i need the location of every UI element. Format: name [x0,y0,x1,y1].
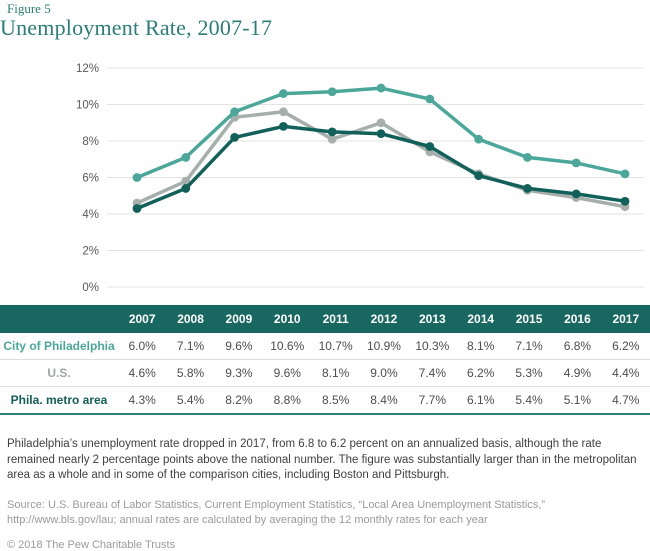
year-header: 2009 [214,305,264,333]
row-label: U.S. [0,359,118,387]
year-header: 2012 [359,305,409,333]
table-corner-cell [0,305,118,333]
y-axis-tick-label: 8% [82,136,99,148]
table-cell: 5.8% [166,359,215,387]
table-row: Phila. metro area 4.3% 5.4% 8.2% 8.8% 8.5% 8.4… [0,386,650,414]
year-header: 2010 [263,305,312,333]
data-point [132,173,142,182]
table-cell: 10.7% [318,339,353,353]
row-label: City of Philadelphia [3,339,115,353]
table-cell: 9.3% [214,359,264,387]
table-cell: 6.8% [563,339,592,353]
data-point [230,107,240,117]
data-point [376,83,386,93]
table-cell: 8.2% [214,386,264,414]
table-cell: 4.6% [118,359,167,387]
line-chart: 0% 2% 4% 6% 8% 10% 12% [0,54,650,302]
y-axis-tick-label: 0% [82,282,99,294]
page-title: Unemployment Rate, 2007-17 [0,15,273,40]
data-point [474,134,483,144]
year-header: 2007 [118,305,167,333]
data-point [571,158,581,168]
table-cell: 8.5% [311,386,360,414]
data-point [376,118,386,128]
data-point [523,153,532,162]
copyright-line: © 2018 The Pew Charitable Trusts [7,538,176,551]
table-cell: 8.8% [263,386,312,414]
data-point [327,87,337,97]
year-header: 2008 [166,305,215,333]
y-axis-tick-label: 12% [76,63,99,75]
y-axis-tick-label: 4% [82,209,99,221]
year-header: 2015 [504,305,554,333]
data-point [523,184,532,193]
table-cell: 6.1% [456,386,505,414]
table-cell: 4.3% [118,386,167,414]
table-cell: 10.9% [366,339,401,353]
table-cell: 4.7% [601,386,650,414]
data-point [279,89,288,98]
y-axis-tick-label: 2% [82,246,99,258]
table-cell: 5.3% [504,359,554,387]
data-point [620,196,630,206]
table-cell: 7.4% [408,359,457,387]
table-cell: 8.1% [311,359,360,387]
table-cell: 7.1% [515,339,543,353]
data-point [132,204,142,213]
table-cell: 10.3% [415,339,450,353]
data-table: 2007 2008 2009 2010 2011 2012 2013 2014 2015 2016… [0,305,650,415]
table-cell: 4.4% [601,359,650,387]
data-point [181,176,191,186]
table-row: City of Philadelphia 6.0% 7.1% 9.6% 10.6% 10.… [0,333,650,360]
year-header: 2016 [553,305,602,333]
table-row: U.S. 4.6% 5.8% 9.3% 9.6% 8.1% 9.0% 7.4% 6.2% 5.3%… [0,359,650,387]
year-header: 2013 [408,305,457,333]
data-point [181,184,191,193]
data-point [425,94,435,104]
y-axis-tick-label: 10% [76,100,99,112]
table-cell: 5.4% [504,386,554,414]
table-cell: 6.0% [128,339,156,353]
table-cell: 5.1% [553,386,602,414]
table-cell: 10.6% [270,339,305,353]
table-cell: 9.6% [225,339,253,353]
series-line-phila-metro-area [135,124,627,211]
table-cell: 8.4% [359,386,409,414]
data-point [279,107,288,117]
data-point [571,189,581,199]
table-cell: 6.2% [456,359,505,387]
year-header: 2014 [456,305,505,333]
table-cell: 6.2% [612,339,640,353]
year-header: 2011 [311,305,360,333]
data-point [327,134,337,144]
data-point [425,142,435,151]
data-point [474,171,483,181]
table-cell: 8.1% [467,339,495,353]
figure-caption: Philadelphia’s unemployment rate dropped… [7,438,637,481]
row-label: Phila. metro area [0,386,118,414]
table-cell: 7.1% [176,339,205,353]
source-note: Source: U.S. Bureau of Labor Statistics,… [7,498,545,526]
table-header-row: 2007 2008 2009 2010 2011 2012 2013 2014 2015 2016… [0,305,650,333]
table-cell: 4.9% [553,359,602,387]
data-point [327,127,337,137]
year-header: 2017 [601,305,650,333]
data-point [279,122,288,131]
table-body: City of Philadelphia 6.0% 7.1% 9.6% 10.6% 10.… [0,333,650,414]
y-axis-tick-label: 6% [82,173,99,185]
data-point [230,132,240,142]
table-cell: 9.6% [263,359,312,387]
data-point [620,169,630,179]
table-cell: 9.0% [359,359,409,387]
data-point [181,153,191,162]
figure-label: Figure 5 [7,1,51,16]
data-point [376,129,386,139]
chart-svg: 0% 2% 4% 6% 8% 10% 12% [76,63,644,294]
table-cell: 5.4% [166,386,215,414]
table-cell: 7.7% [408,386,457,414]
table-header: 2007 2008 2009 2010 2011 2012 2013 2014 2015 2016… [0,305,650,333]
